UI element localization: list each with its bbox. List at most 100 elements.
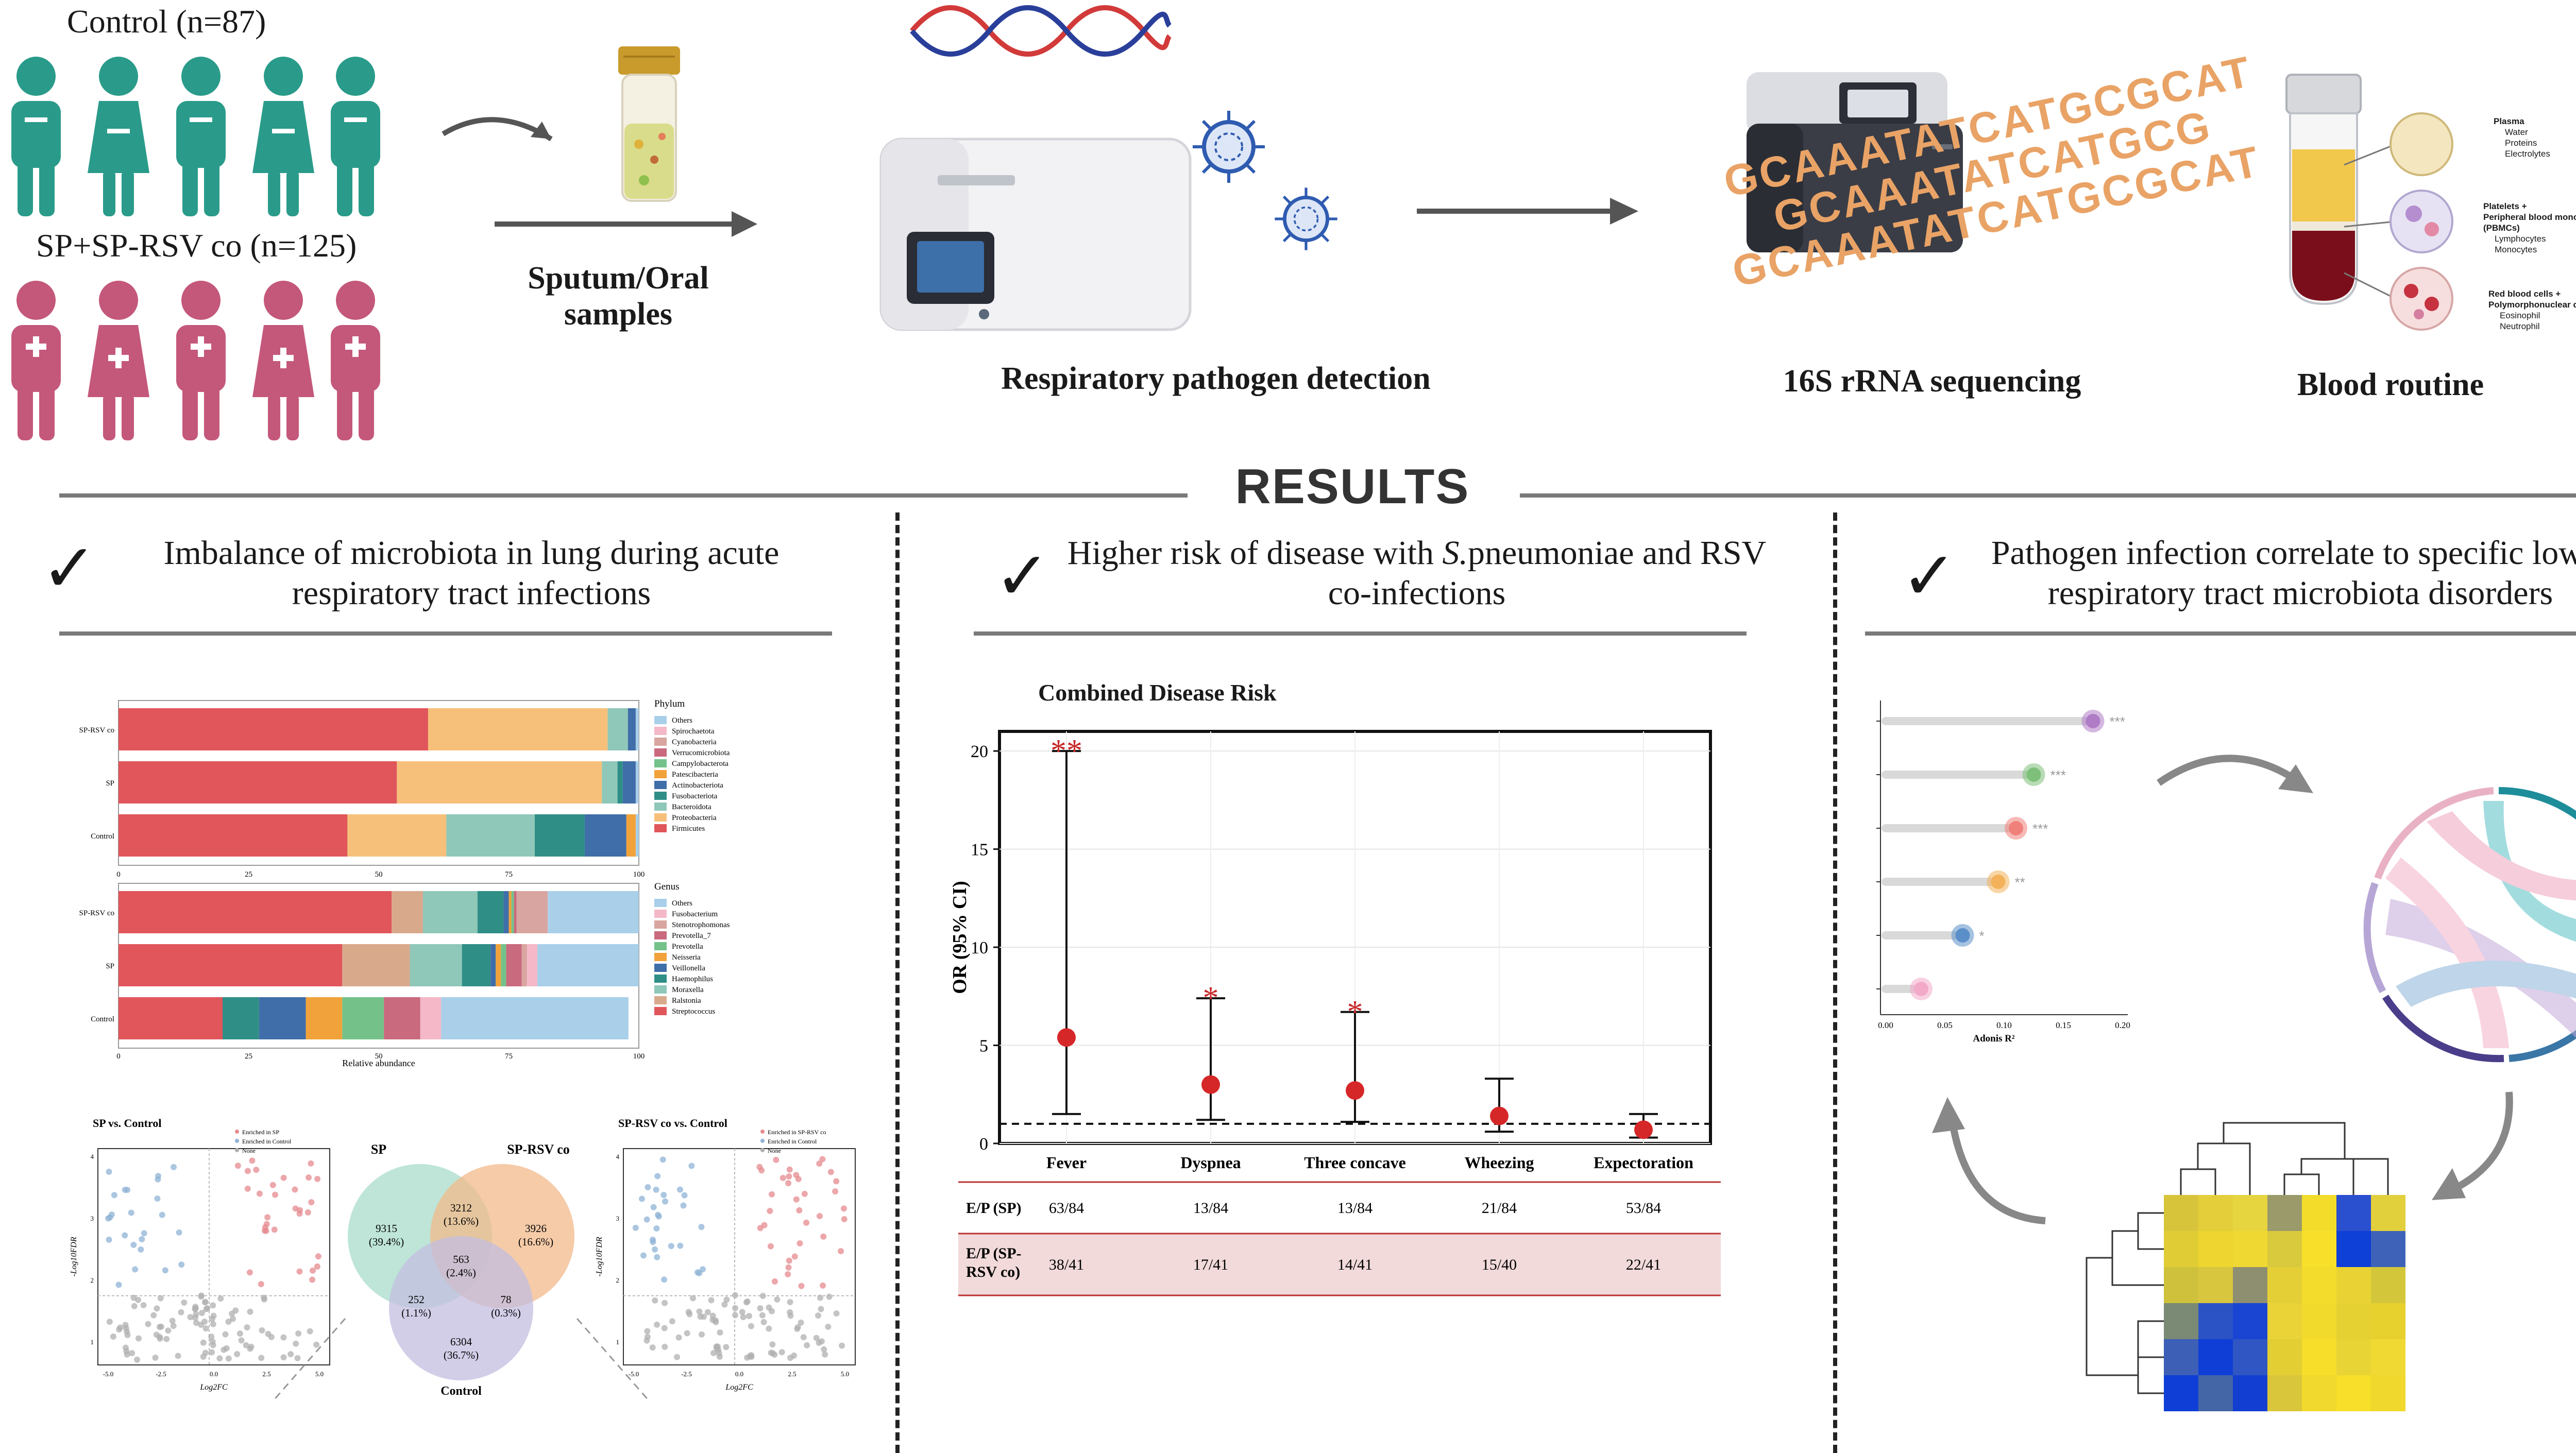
volcano-point (153, 1331, 160, 1338)
volcano-point (106, 1319, 113, 1325)
row-label: SP-RSV co (79, 726, 115, 734)
legend-label: Fusobacterium (672, 910, 718, 918)
lollipop-point (1914, 982, 1928, 996)
bar-segment (496, 944, 501, 986)
volcano-point (699, 1331, 705, 1338)
bar-segment (477, 891, 504, 933)
legend-label: Enriched in SP-RSV co (768, 1129, 826, 1136)
heatmap-cell (2164, 1267, 2198, 1303)
volcano-point (740, 1314, 747, 1321)
volcano-point (721, 1301, 728, 1308)
legend-swatch (654, 781, 667, 789)
volcano-point (652, 1246, 658, 1253)
volcano-point (759, 1293, 766, 1300)
sputum-jar-icon (618, 46, 680, 202)
tick-label: 4 (91, 1153, 94, 1160)
heatmap-cell (2336, 1267, 2371, 1303)
volcano-point (793, 1196, 800, 1203)
legend-swatch (654, 1007, 667, 1015)
blood-components-legend: Plasma Water Proteins Electrolytes (2494, 116, 2576, 159)
dendrogram-branch (2180, 1168, 2216, 1195)
bar-segment (635, 761, 639, 804)
volcano-point (756, 1164, 763, 1170)
tick-label: -2.5 (156, 1370, 166, 1378)
tick-label: 100 (633, 870, 645, 879)
volcano-point (697, 1313, 704, 1320)
volcano-point (178, 1309, 184, 1315)
volcano-point (130, 1241, 137, 1248)
straight-arrow-icon (1417, 198, 1638, 225)
volcano-point (258, 1281, 264, 1288)
bar-segment (347, 814, 447, 857)
volcano-point (769, 1191, 775, 1198)
venn-count: 9315 (376, 1222, 397, 1235)
dendrogram-branch (2137, 1357, 2164, 1394)
venn-pct: (13.6%) (444, 1215, 479, 1227)
results-divider-left (59, 493, 1188, 498)
legend-swatch (654, 759, 667, 767)
volcano-point (732, 1305, 739, 1311)
bar-segment (548, 891, 639, 933)
heading-underline (1865, 631, 2576, 636)
forest-plot-title: Combined Disease Risk (1038, 679, 1277, 706)
significance-marker: ** (2015, 875, 2025, 890)
connector-line (576, 1318, 650, 1401)
pcr-machine-icon (879, 138, 1192, 331)
legend-swatch (654, 716, 667, 724)
heatmap-cell (2198, 1267, 2233, 1303)
volcano-point (163, 1336, 170, 1342)
table-cell: 13/84 (1337, 1200, 1372, 1217)
volcano-point (171, 1164, 177, 1170)
person-male-icon (11, 57, 61, 216)
heatmap-cell (2336, 1195, 2371, 1231)
tick-label: 5.0 (315, 1370, 324, 1378)
forest-plot: 0 5 10 15 20 OR (95% CI) ** Fever * Dyspnea * Three… (949, 730, 1721, 1296)
bar-segment (446, 814, 535, 857)
legend-swatch (654, 802, 667, 811)
volcano-point (644, 1328, 651, 1335)
volcano-point (786, 1257, 792, 1264)
volcano-point (293, 1340, 299, 1347)
rbc-item: Neutrophil (2500, 321, 2540, 331)
heatmap-cell (2302, 1267, 2336, 1303)
heatmap-cell (2267, 1339, 2302, 1375)
tick-label: 25 (245, 870, 252, 879)
volcano-point (244, 1185, 251, 1192)
volcano-point (124, 1351, 130, 1358)
volcano-point (292, 1186, 298, 1193)
x-axis-label: Log2FC (725, 1383, 753, 1392)
panel3-heading: Pathogen infection correlate to specific… (1991, 534, 2576, 612)
volcano-point (159, 1211, 165, 1218)
person-male-icon (176, 57, 226, 216)
volcano-point (748, 1323, 754, 1329)
person-female-icon (88, 57, 149, 216)
heatmap-cell (2164, 1231, 2198, 1267)
volcano-point (192, 1305, 199, 1312)
person-female-icon (252, 57, 314, 216)
significance-marker: * (1979, 928, 1985, 944)
volcano-point (208, 1334, 215, 1340)
table-cell: 53/84 (1626, 1200, 1661, 1217)
volcano-point (652, 1297, 658, 1304)
volcano-point (287, 1351, 294, 1358)
volcano-point (714, 1345, 720, 1352)
volcano-point (128, 1209, 134, 1216)
legend-swatch (654, 813, 667, 822)
legend-swatch (654, 792, 667, 800)
volcano-point (785, 1180, 792, 1187)
plasma-item: Electrolytes (2505, 149, 2550, 159)
bar-segment (342, 997, 384, 1039)
volcano-point (643, 1216, 650, 1223)
bar-segment (422, 891, 478, 933)
x-axis-label: Adonis R² (1973, 1033, 2014, 1044)
tick-label: 2 (616, 1276, 620, 1284)
volcano-point (709, 1312, 716, 1319)
lollipop-point (1955, 928, 1970, 943)
bar-segment (509, 891, 512, 933)
volcano-point (700, 1266, 706, 1273)
volcano-point (732, 1292, 738, 1298)
volcano-point (816, 1340, 822, 1346)
volcano-point (822, 1351, 828, 1358)
volcano-point (229, 1310, 235, 1317)
volcano-point (818, 1306, 824, 1312)
